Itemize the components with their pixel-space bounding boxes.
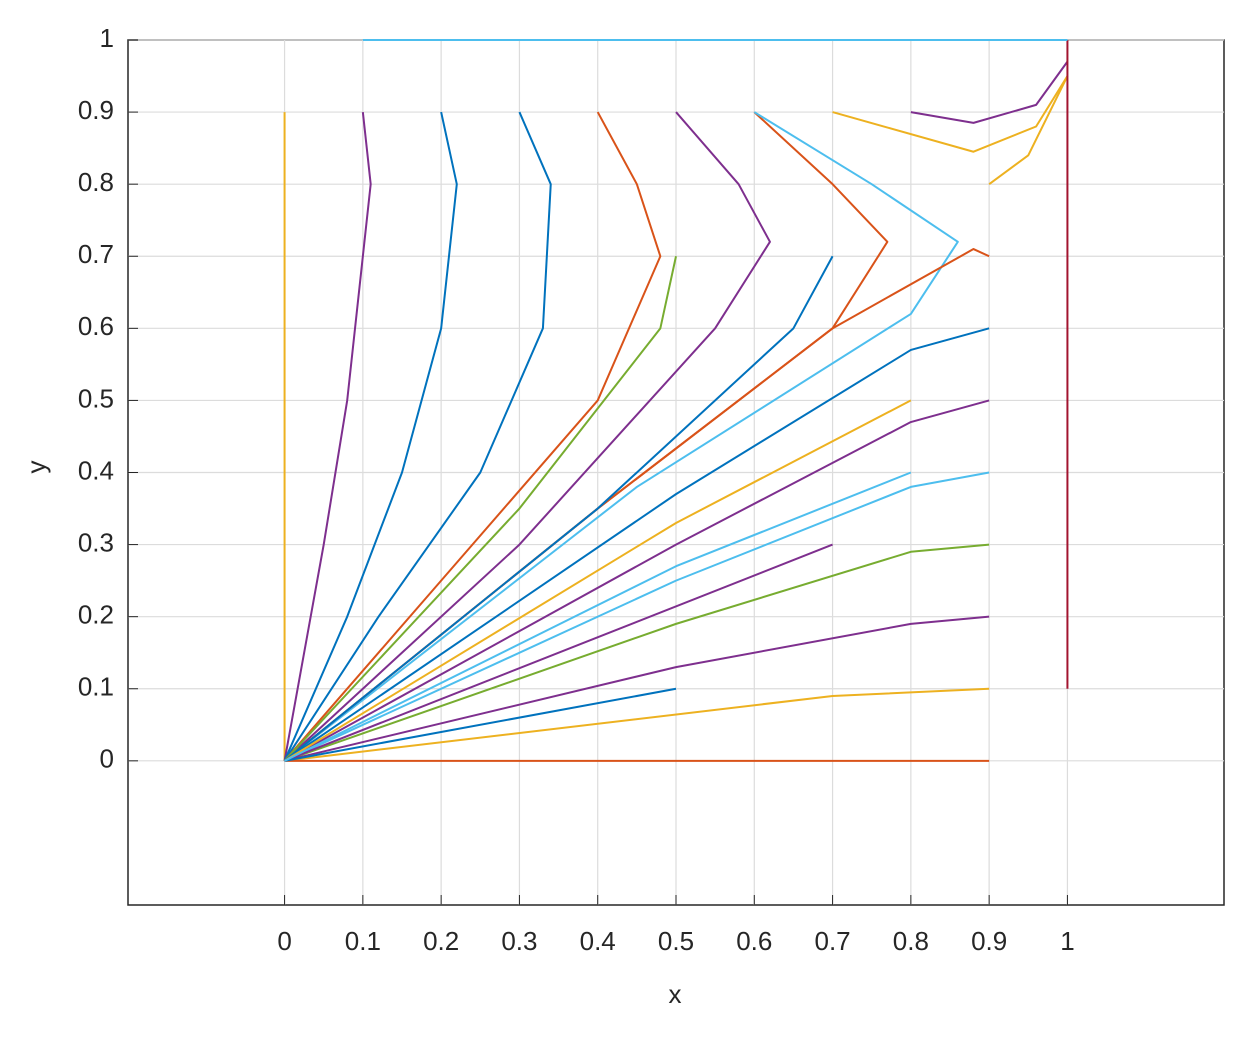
y-tick-label: 0.5 bbox=[78, 383, 114, 413]
y-tick-label: 0.6 bbox=[78, 311, 114, 341]
trajectory-line bbox=[284, 687, 677, 762]
trajectory-line bbox=[283, 111, 771, 762]
trajectory-line bbox=[284, 543, 990, 762]
trajectory-line bbox=[283, 255, 834, 762]
trajectory-line bbox=[284, 687, 990, 762]
y-tick-label: 0.2 bbox=[78, 600, 114, 630]
trajectory-line bbox=[988, 75, 1069, 185]
x-tick-label: 0.9 bbox=[971, 926, 1007, 956]
trajectory-line bbox=[284, 399, 990, 762]
y-tick-label: 0.9 bbox=[78, 95, 114, 125]
x-tick-label: 0.5 bbox=[658, 926, 694, 956]
y-tick-label: 0.3 bbox=[78, 527, 114, 557]
trajectory-line bbox=[283, 111, 458, 762]
x-tick-label: 0.4 bbox=[580, 926, 616, 956]
trajectory-line bbox=[284, 399, 912, 762]
y-tick-label: 0.8 bbox=[78, 167, 114, 197]
trajectory-line bbox=[283, 111, 959, 762]
y-tick-label: 0.1 bbox=[78, 672, 114, 702]
y-tick-label: 0.7 bbox=[78, 239, 114, 269]
trajectory-line bbox=[283, 111, 372, 762]
trajectory-line bbox=[832, 75, 1069, 153]
trajectory-line bbox=[284, 543, 833, 762]
x-tick-label: 0.1 bbox=[345, 926, 381, 956]
y-tick-label: 0 bbox=[100, 744, 114, 774]
x-tick-label: 0.7 bbox=[814, 926, 850, 956]
trajectory-line bbox=[283, 111, 552, 762]
x-axis-label: x bbox=[669, 979, 682, 1009]
trajectory-line bbox=[284, 471, 990, 762]
y-tick-label: 0.4 bbox=[78, 455, 114, 485]
trajectory-line bbox=[284, 615, 990, 762]
y-axis-label: y bbox=[21, 461, 51, 474]
trajectory-line bbox=[284, 327, 990, 762]
x-tick-label: 0 bbox=[277, 926, 291, 956]
x-tick-label: 0.2 bbox=[423, 926, 459, 956]
y-tick-label: 1 bbox=[100, 23, 114, 53]
trajectory-line bbox=[284, 471, 912, 762]
x-tick-label: 0.6 bbox=[736, 926, 772, 956]
trajectory-line bbox=[283, 111, 662, 762]
x-tick-label: 1 bbox=[1060, 926, 1074, 956]
x-tick-label: 0.3 bbox=[501, 926, 537, 956]
trajectory-line bbox=[283, 256, 677, 762]
x-tick-label: 0.8 bbox=[893, 926, 929, 956]
trajectory-line bbox=[910, 61, 1069, 124]
